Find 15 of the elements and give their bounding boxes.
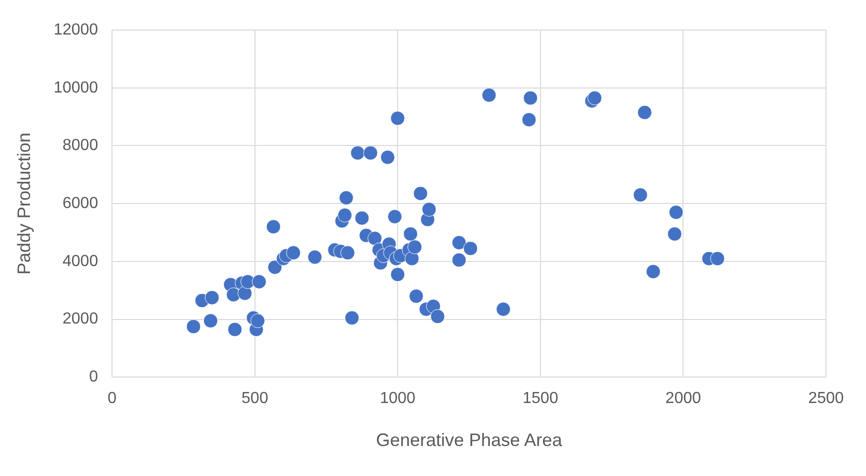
x-tick-label: 1500: [522, 390, 558, 408]
y-tick-label: 4000: [62, 252, 98, 270]
x-tick-label: 1000: [380, 390, 416, 408]
x-axis-title: Generative Phase Area: [376, 430, 564, 450]
y-tick-label: 8000: [62, 137, 98, 154]
y-tick-label: 2000: [62, 310, 98, 328]
x-tick-label: 2500: [808, 390, 844, 408]
x-tick-label: 2000: [665, 390, 702, 408]
y-tick-label: 0: [89, 368, 98, 386]
x-tick-label: 0: [108, 390, 117, 408]
y-tick-label: 10000: [54, 79, 98, 96]
y-axis-title: Paddy Production: [14, 132, 34, 275]
x-tick-label: 500: [242, 390, 268, 408]
y-tick-label: 6000: [62, 195, 98, 212]
y-tick-label: 12000: [54, 21, 98, 38]
